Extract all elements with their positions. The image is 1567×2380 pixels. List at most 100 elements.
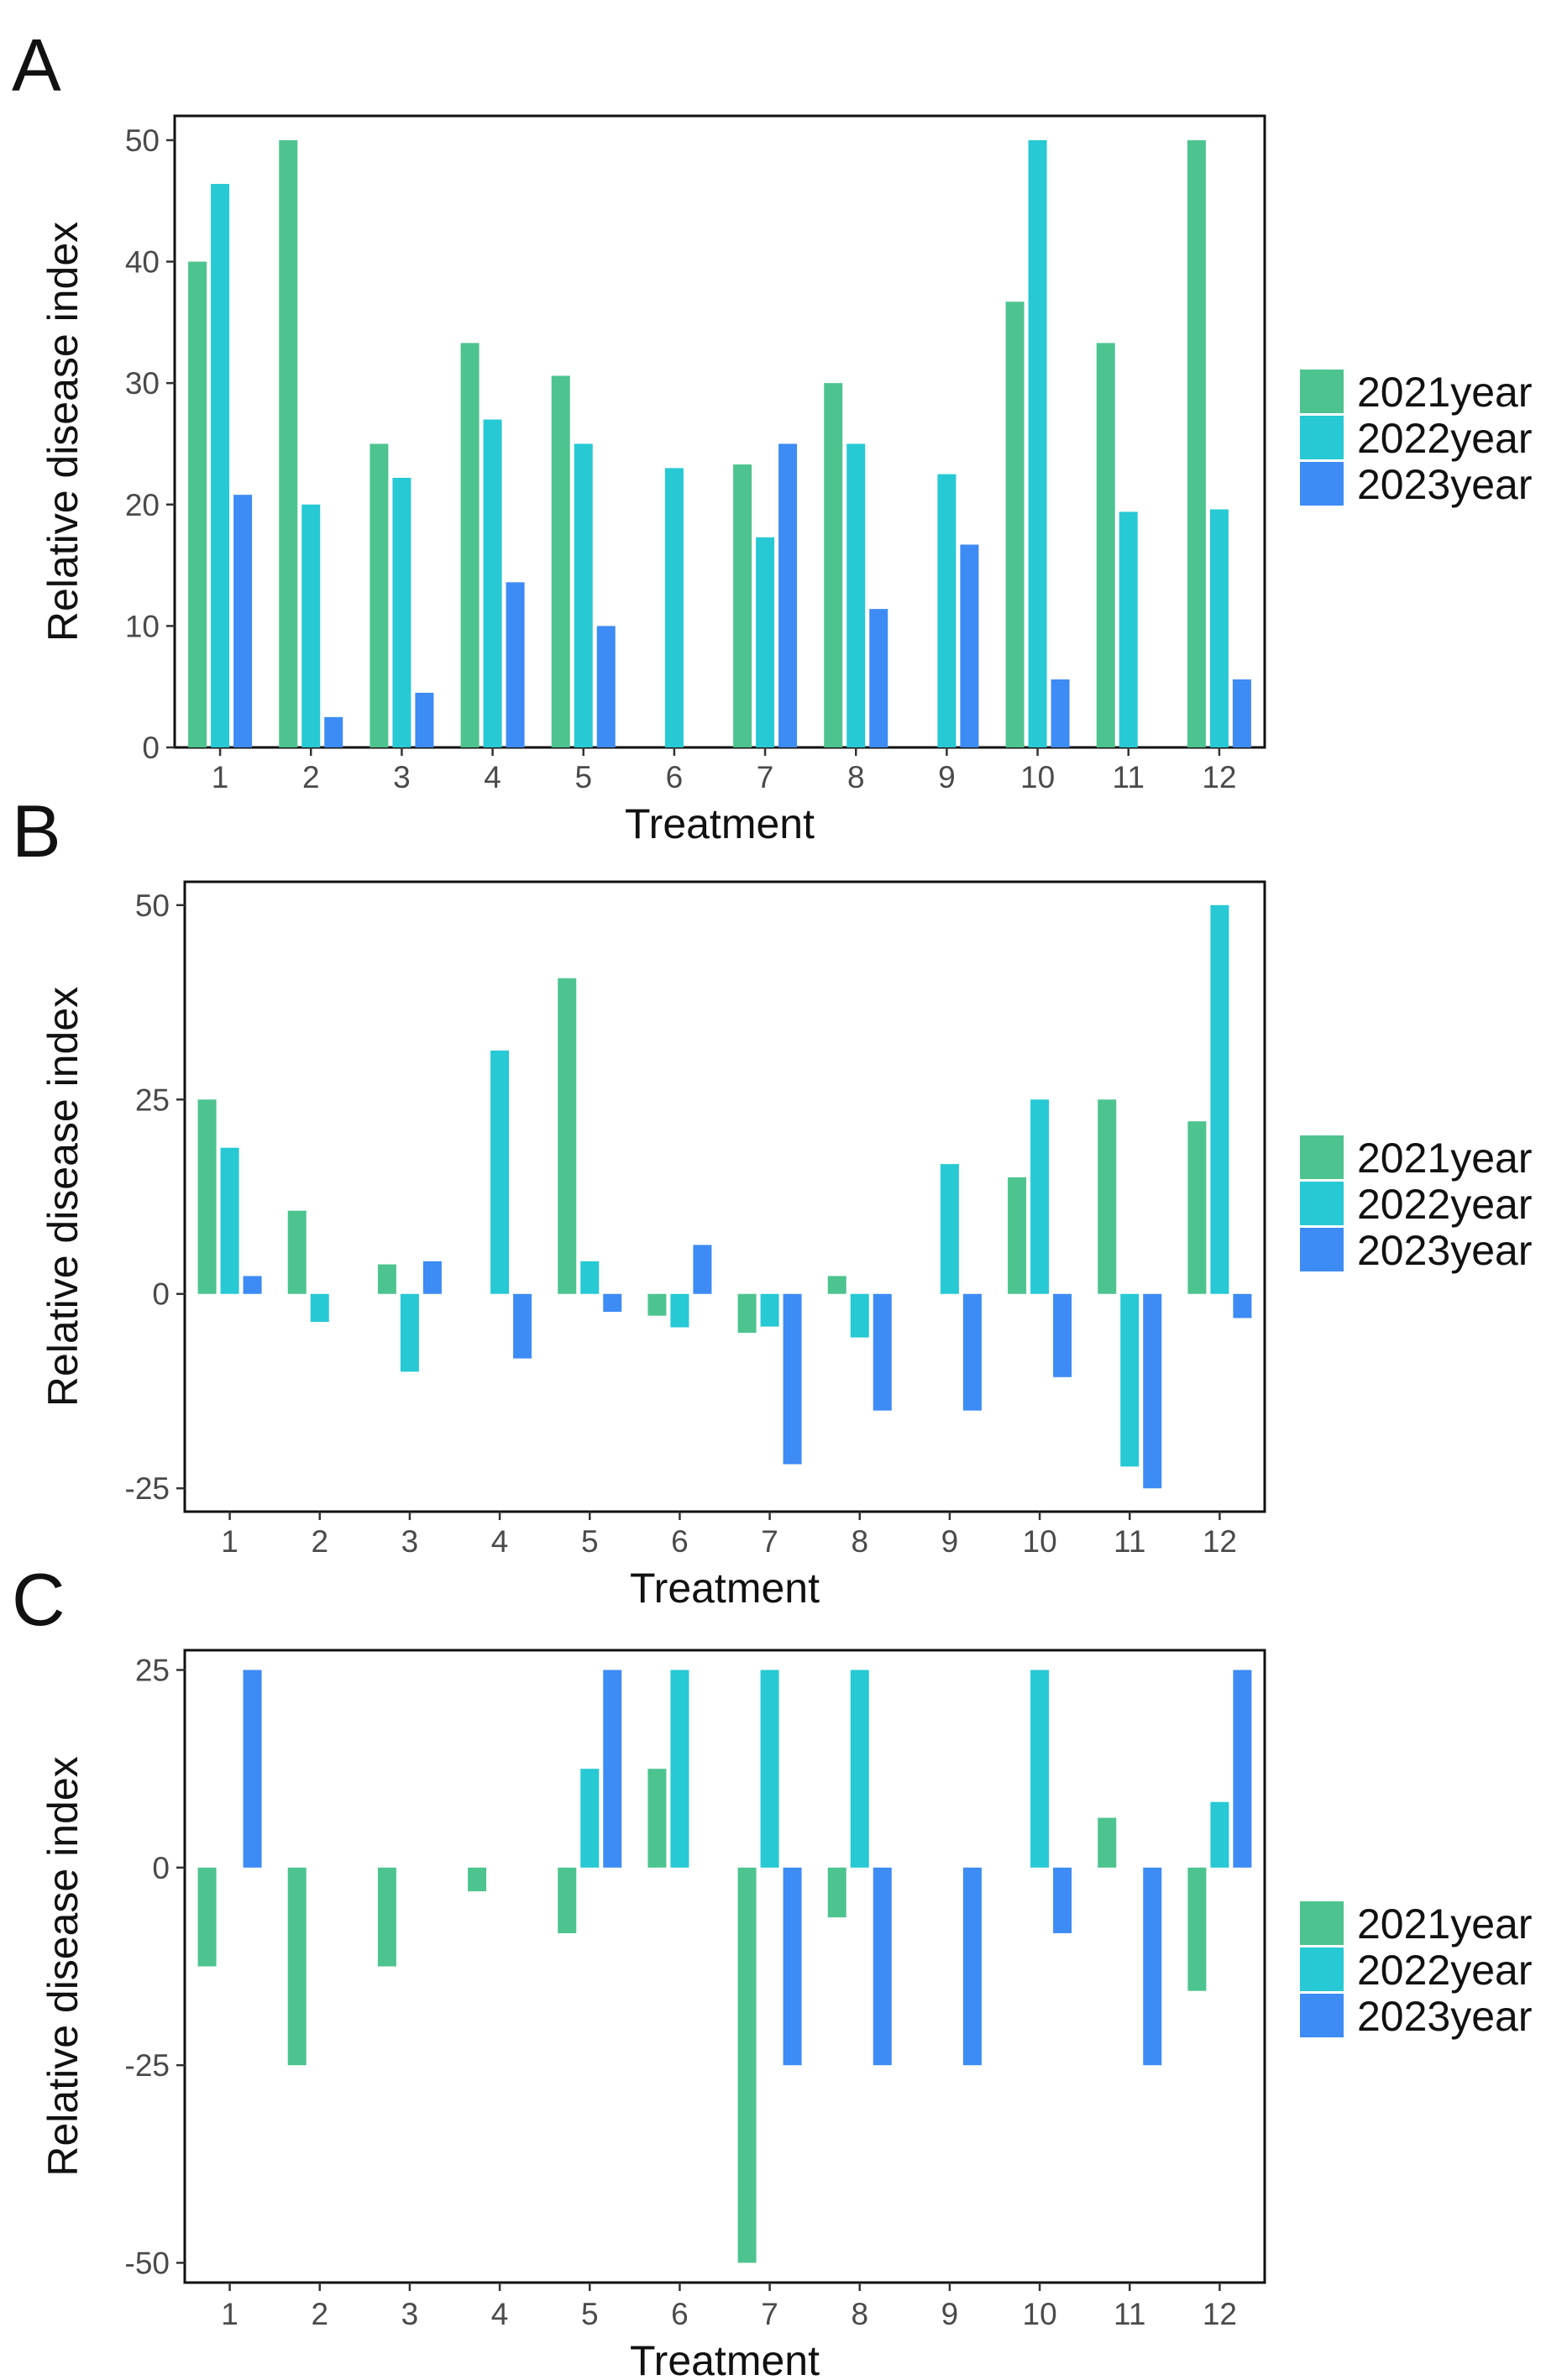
y-tick-label: 25: [135, 1654, 170, 1688]
legend-label-2023year: 2023year: [1357, 461, 1533, 508]
x-tick-label: 7: [757, 760, 774, 794]
x-tick-label: 8: [851, 2297, 868, 2331]
x-tick-label: 10: [1023, 1524, 1057, 1559]
bar-2023year-treatment-1: [243, 1276, 262, 1294]
bar-2021year-treatment-1: [197, 1867, 217, 1967]
bar-2022year-treatment-1: [211, 183, 230, 747]
x-tick-label: 12: [1203, 2297, 1237, 2331]
bar-2021year-treatment-11: [1096, 343, 1115, 747]
bar-2021year-treatment-10: [1008, 1177, 1027, 1294]
x-tick-label: 10: [1020, 760, 1055, 794]
y-tick-label: 10: [125, 609, 160, 643]
bar-2023year-treatment-12: [1233, 1670, 1252, 1868]
x-tick-label: 2: [311, 1524, 328, 1559]
bar-2022year-treatment-7: [756, 537, 775, 747]
x-tick-label: 3: [401, 2297, 419, 2331]
bar-2023year-treatment-9: [962, 1867, 982, 2066]
x-tick-label: 6: [666, 760, 684, 794]
bar-2022year-treatment-6: [664, 468, 684, 747]
x-tick-label: 5: [581, 1524, 599, 1559]
bar-2022year-treatment-4: [483, 419, 502, 747]
bar-2023year-treatment-2: [324, 716, 343, 747]
bar-2023year-treatment-3: [422, 1261, 442, 1294]
panel-label: C: [12, 1558, 66, 1641]
bar-2021year-treatment-8: [824, 383, 843, 747]
bar-2021year-treatment-6: [647, 1293, 667, 1316]
y-tick-label: 0: [152, 1851, 170, 1885]
bar-2021year-treatment-1: [197, 1099, 217, 1294]
x-tick-label: 4: [491, 1524, 509, 1559]
bar-2022year-treatment-8: [850, 1293, 869, 1338]
bar-2022year-treatment-6: [670, 1670, 689, 1868]
bar-2023year-treatment-11: [1143, 1293, 1162, 1489]
y-tick-label: -50: [125, 2246, 170, 2280]
bar-2022year-treatment-10: [1028, 139, 1047, 747]
bar-2021year-treatment-2: [287, 1867, 307, 2066]
bar-2023year-treatment-7: [783, 1867, 802, 2066]
bar-2022year-treatment-3: [400, 1293, 419, 1372]
y-axis-title: Relative disease index: [39, 222, 86, 642]
legend-swatch-2022year: [1300, 416, 1344, 459]
bar-2023year-treatment-6: [693, 1245, 712, 1294]
bar-2023year-treatment-12: [1232, 679, 1251, 747]
y-axis-title: Relative disease index: [39, 1756, 86, 2176]
x-tick-label: 8: [847, 760, 865, 794]
bar-2021year-treatment-12: [1187, 1121, 1207, 1294]
x-tick-label: 10: [1023, 2297, 1057, 2331]
bar-2023year-treatment-12: [1233, 1293, 1252, 1318]
legend-label-2023year: 2023year: [1357, 1227, 1533, 1274]
bar-2023year-treatment-4: [513, 1293, 532, 1359]
bar-2021year-treatment-5: [558, 1867, 577, 1933]
bar-2021year-treatment-8: [827, 1276, 846, 1294]
y-tick-label: 50: [135, 889, 170, 923]
bar-2021year-treatment-6: [647, 1769, 667, 1868]
legend-swatch-2021year: [1300, 370, 1344, 413]
x-tick-label: 12: [1202, 760, 1236, 794]
bar-2023year-treatment-8: [873, 1293, 892, 1411]
x-tick-label: 6: [671, 1524, 689, 1559]
bar-2021year-treatment-3: [369, 443, 389, 747]
bar-2021year-treatment-12: [1187, 139, 1206, 747]
bar-2022year-treatment-2: [310, 1293, 329, 1323]
bar-2023year-treatment-7: [778, 443, 798, 747]
x-tick-label: 3: [401, 1524, 419, 1559]
legend-label-2021year: 2021year: [1357, 1135, 1533, 1182]
bar-2022year-treatment-12: [1210, 1801, 1229, 1868]
panel-label: B: [12, 789, 61, 873]
x-tick-label: 9: [941, 1524, 959, 1559]
y-tick-label: 30: [125, 366, 160, 401]
bar-2021year-treatment-11: [1098, 1817, 1117, 1868]
bar-2023year-treatment-1: [243, 1670, 262, 1868]
y-tick-label: 50: [125, 123, 160, 158]
bar-2023year-treatment-11: [1143, 1867, 1162, 2066]
bar-2022year-treatment-9: [937, 474, 956, 747]
bar-2021year-treatment-3: [377, 1867, 396, 1967]
bar-2023year-treatment-5: [603, 1670, 622, 1868]
x-tick-label: 9: [941, 2297, 959, 2331]
bar-2022year-treatment-11: [1120, 1293, 1140, 1467]
x-tick-label: 6: [671, 2297, 689, 2331]
x-tick-label: 2: [311, 2297, 328, 2331]
legend-label-2022year: 2022year: [1357, 1947, 1533, 1994]
legend-label-2022year: 2022year: [1357, 1181, 1533, 1228]
x-tick-label: 4: [484, 760, 501, 794]
bar-2023year-treatment-10: [1053, 1293, 1072, 1377]
bar-2022year-treatment-5: [574, 443, 593, 747]
x-tick-label: 1: [221, 2297, 238, 2331]
bar-2023year-treatment-9: [960, 544, 979, 747]
legend-swatch-2023year: [1300, 1228, 1344, 1271]
bar-2022year-treatment-7: [760, 1293, 779, 1327]
y-tick-label: -25: [125, 1471, 170, 1506]
bar-2022year-treatment-12: [1210, 904, 1229, 1294]
y-tick-label: 25: [135, 1083, 170, 1117]
bar-2022year-treatment-3: [392, 477, 411, 747]
bar-2023year-treatment-8: [873, 1867, 892, 2066]
bar-2022year-treatment-5: [580, 1769, 600, 1868]
y-tick-label: 20: [125, 488, 160, 522]
legend-swatch-2023year: [1300, 462, 1344, 506]
bar-2023year-treatment-1: [233, 495, 253, 747]
